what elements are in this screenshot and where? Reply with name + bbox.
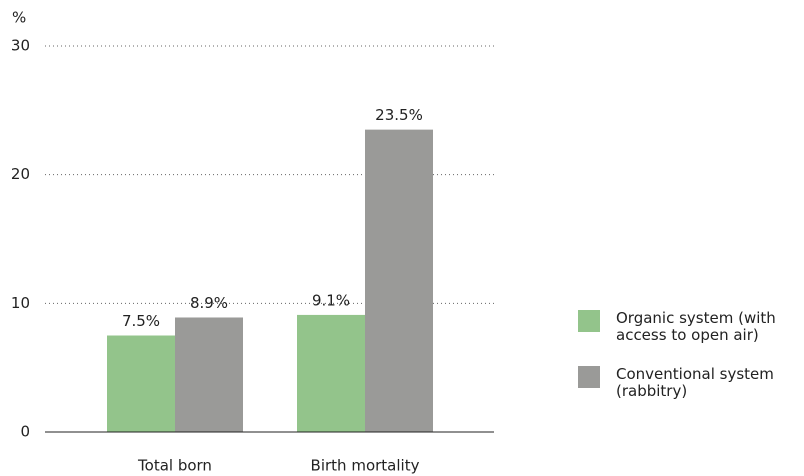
y-axis-label: % xyxy=(12,9,26,27)
legend-swatch xyxy=(578,310,600,332)
x-tick-label: Birth mortality xyxy=(311,457,420,475)
x-tick-label: Total born xyxy=(137,457,212,475)
value-label: 7.5% xyxy=(122,312,160,330)
y-tick-label: 0 xyxy=(20,423,30,441)
legend-item: Conventional system (rabbitry) xyxy=(578,366,804,400)
y-tick-label: 20 xyxy=(11,165,30,183)
bar xyxy=(175,317,243,432)
value-label: 9.1% xyxy=(312,291,350,309)
legend-label: Conventional system (rabbitry) xyxy=(616,365,774,400)
value-label: 8.9% xyxy=(190,294,228,312)
legend-swatch xyxy=(578,366,600,388)
y-tick-label: 10 xyxy=(11,294,30,312)
legend-label: Organic system (with access to open air) xyxy=(616,309,776,344)
y-tick-label: 30 xyxy=(11,37,30,55)
bar xyxy=(297,314,365,432)
legend-item: Organic system (with access to open air) xyxy=(578,310,804,344)
bar xyxy=(365,129,433,432)
bar xyxy=(107,335,175,432)
value-label: 23.5% xyxy=(375,106,423,124)
